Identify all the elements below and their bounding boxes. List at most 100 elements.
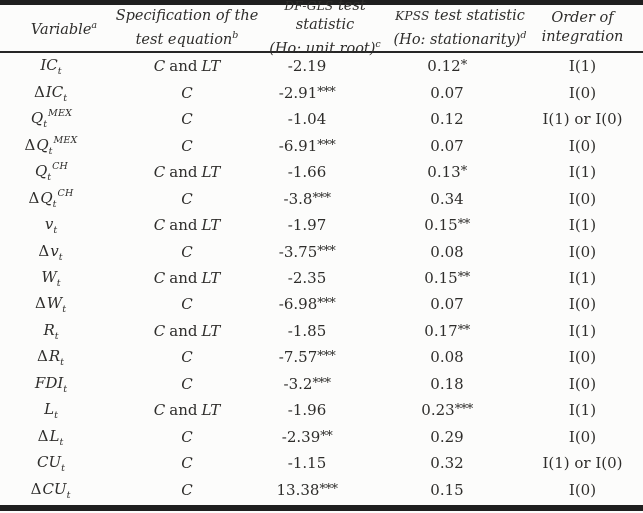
variable-name: v [44,215,54,234]
footnote-marker-d: d [520,29,527,41]
kpss-value: 0.17 [424,321,458,340]
order-value: I(1) [568,401,597,420]
order-value: I(0) [568,374,597,393]
order-of-integration-cell: I(0) [522,295,643,313]
table-row: ΔCUt C 13.38*** 0.15 I(0) [0,477,643,503]
variable-subscript: t [53,225,58,237]
kpss-value: 0.29 [430,427,464,446]
variable-name: L [49,426,60,445]
dfgls-significance-stars: *** [317,243,336,259]
delta-symbol: Δ [37,347,48,366]
variable-name: Q [34,162,48,181]
variable-cell: Rt [0,320,107,342]
variable-cell: ΔLt [0,426,107,448]
order-of-integration-cell: I(1) [522,57,643,75]
spec-constant: C [181,83,193,102]
table-row: ΔICt C -2.91*** 0.07 I(0) [0,79,643,105]
order-of-integration-cell: I(0) [522,348,643,366]
dfgls-statistic-cell: -1.04 [244,110,370,128]
delta-symbol: Δ [37,426,49,445]
dfgls-statistic-cell: -1.66 [244,163,370,181]
spec-constant: C [181,189,193,208]
kpss-statistic-cell: 0.07 [380,295,514,313]
delta-symbol: Δ [30,479,42,498]
specification-cell: C [112,348,262,366]
footnote-marker-a: a [91,20,98,31]
spec-trend: LT [201,57,221,76]
specification-cell: C [112,375,262,393]
spec-constant: C [181,242,193,261]
dfgls-statistic-cell: 13.38*** [244,481,370,499]
dfgls-statistic-cell: -1.97 [244,216,370,234]
variable-superscript: MEX [53,134,78,146]
kpss-value: 0.15 [430,480,464,499]
specification-cell: C [112,243,262,261]
delta-symbol: Δ [28,188,40,207]
dfgls-value: -6.91 [278,136,318,155]
order-value: I(0) [568,348,597,367]
header-kpss-line2: (Ho: stationarity)d [393,29,527,48]
variable-subscript: t [58,251,63,263]
variable-cell: ΔRt [0,346,107,368]
spec-trend: LT [201,163,221,182]
delta-symbol: Δ [38,241,50,260]
header-variable-label: Variablea [30,20,98,38]
dfgls-statistic-cell: -2.19 [244,57,370,75]
variable-subscript: t [59,436,64,448]
spec-constant: C [153,216,166,235]
kpss-statistic-cell: 0.23*** [380,401,514,419]
header-order-of-integration: Order of integration [522,9,643,47]
spec-conjunction: and [169,268,198,287]
kpss-significance-stars: * [460,58,468,74]
order-value: I(0) [568,189,597,208]
order-value: I(0) [568,480,597,499]
variable-subscript: t [63,92,68,104]
kpss-value: 0.23 [421,401,455,420]
dfgls-value: -1.85 [287,321,327,340]
specification-cell: C [112,295,262,313]
variable-name: Q [40,188,53,207]
header-order-line2: integration [541,29,624,45]
variable-cell: QtMEX [0,108,107,130]
order-value: I(1) [568,216,597,235]
spec-conjunction: and [169,216,198,235]
dfgls-value: -3.8 [283,189,313,208]
kpss-significance-stars: *** [454,402,474,418]
spec-trend: LT [201,268,221,287]
variable-name: IC [45,82,64,101]
kpss-statistic-cell: 0.15** [380,216,514,234]
kpss-value: 0.12 [430,110,464,129]
spec-trend: LT [201,321,221,340]
dfgls-statistic-cell: -7.57*** [244,348,370,366]
spec-constant: C [181,480,193,499]
order-of-integration-cell: I(1) [522,401,643,419]
dfgls-value: 13.38 [276,480,320,499]
kpss-significance-stars: ** [457,269,471,285]
specification-cell: C [112,454,262,472]
variable-subscript: t [47,172,52,184]
variable-cell: ΔCUt [0,479,107,501]
dfgls-acronym: DF-GLS [284,0,334,13]
dfgls-significance-stars: *** [312,190,331,206]
order-value: I(0) [568,83,597,102]
kpss-statistic-cell: 0.12* [380,57,514,75]
dfgls-statistic-cell: -2.35 [244,269,370,287]
footnote-marker-b: b [232,29,239,41]
kpss-acronym: KPSS [395,8,430,23]
header-dfgls-line1: DF-GLS test statistic [284,0,366,33]
footnote-marker-c: c [375,39,381,50]
table-row: CUt C -1.15 0.32 I(1) or I(0) [0,450,643,476]
spec-constant: C [153,268,166,287]
variable-cell: Δvt [0,241,107,263]
variable-name: W [46,294,63,313]
dfgls-value: -3.75 [278,242,318,261]
table-row: ΔQtCH C -3.8*** 0.34 I(0) [0,185,643,211]
order-of-integration-cell: I(1) [522,163,643,181]
variable-name: Q [30,109,44,128]
kpss-statistic-cell: 0.32 [380,454,514,472]
